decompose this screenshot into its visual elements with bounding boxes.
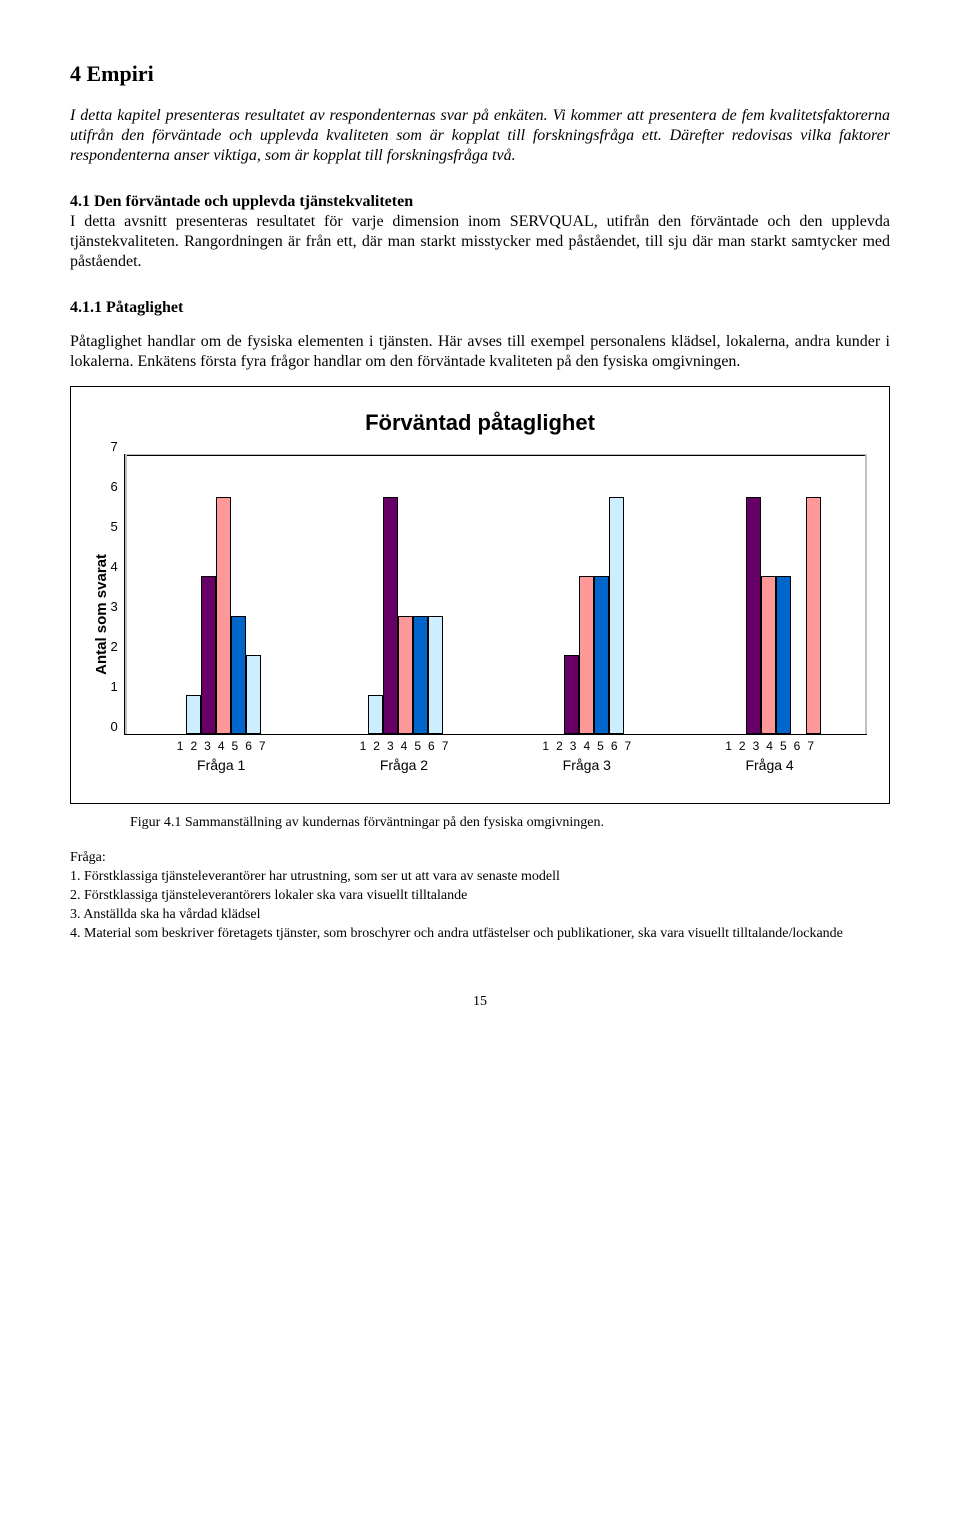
intro-paragraph: I detta kapitel presenteras resultatet a… bbox=[70, 106, 890, 166]
questions-label: Fråga: bbox=[70, 849, 890, 868]
bar bbox=[609, 497, 624, 734]
x-tick: 5 bbox=[232, 739, 239, 754]
bar bbox=[579, 576, 594, 734]
x-group: 1234567 Fråga 4 bbox=[678, 739, 861, 775]
x-tick: 5 bbox=[780, 739, 787, 754]
x-group-label: Fråga 2 bbox=[313, 757, 496, 775]
bar bbox=[746, 497, 761, 734]
x-tick: 2 bbox=[556, 739, 563, 754]
bar-group bbox=[496, 497, 678, 734]
x-group-label: Fråga 4 bbox=[678, 757, 861, 775]
chart-area: Antal som svarat 76543210 1234567Fråga 1… bbox=[93, 454, 867, 775]
bar-group bbox=[133, 497, 315, 734]
page-number: 15 bbox=[70, 993, 890, 1011]
x-tick: 1 bbox=[542, 739, 549, 754]
section-41-body: I detta avsnitt presenteras resultatet f… bbox=[70, 213, 890, 270]
x-tick-row: 1234567 bbox=[678, 739, 861, 754]
x-tick: 7 bbox=[807, 739, 814, 754]
x-group-label: Fråga 1 bbox=[130, 757, 313, 775]
bar bbox=[564, 655, 579, 734]
x-tick: 5 bbox=[414, 739, 421, 754]
x-tick: 4 bbox=[766, 739, 773, 754]
x-tick: 7 bbox=[625, 739, 632, 754]
x-tick: 2 bbox=[190, 739, 197, 754]
bar bbox=[186, 695, 201, 734]
x-tick: 7 bbox=[442, 739, 449, 754]
y-axis-label: Antal som svarat bbox=[93, 554, 112, 675]
bar bbox=[428, 616, 443, 734]
x-group: 1234567 Fråga 1 bbox=[130, 739, 313, 775]
bar bbox=[776, 576, 791, 734]
questions-block: Fråga: 1. Förstklassiga tjänsteleverantö… bbox=[70, 849, 890, 943]
x-tick: 3 bbox=[204, 739, 211, 754]
x-tick-row: 1234567 bbox=[495, 739, 678, 754]
x-tick-row: 1234567 bbox=[313, 739, 496, 754]
x-tick: 4 bbox=[218, 739, 225, 754]
x-tick: 3 bbox=[753, 739, 760, 754]
x-tick: 6 bbox=[245, 739, 252, 754]
question-item: 4. Material som beskriver företagets tjä… bbox=[70, 925, 890, 944]
x-tick: 6 bbox=[794, 739, 801, 754]
section-411-title: 4.1.1 Påtaglighet bbox=[70, 298, 890, 318]
question-item: 2. Förstklassiga tjänsteleverantörers lo… bbox=[70, 887, 890, 906]
x-tick: 6 bbox=[428, 739, 435, 754]
bar bbox=[368, 695, 383, 734]
section-411-body: Påtaglighet handlar om de fysiska elemen… bbox=[70, 332, 890, 372]
bar bbox=[398, 616, 413, 734]
bar bbox=[231, 616, 246, 734]
figure-caption: Figur 4.1 Sammanställning av kundernas f… bbox=[130, 814, 890, 832]
section-41-title: 4.1 Den förväntade och upplevda tjänstek… bbox=[70, 193, 413, 210]
bar-group bbox=[677, 497, 859, 734]
x-tick: 7 bbox=[259, 739, 266, 754]
plot-wrap: 1234567Fråga 11234567Fråga 21234567Fråga… bbox=[124, 454, 867, 775]
x-tick: 4 bbox=[583, 739, 590, 754]
x-tick: 6 bbox=[611, 739, 618, 754]
question-item: 1. Förstklassiga tjänsteleverantörer har… bbox=[70, 868, 890, 887]
chart-container: Förväntad påtaglighet Antal som svarat 7… bbox=[70, 386, 890, 804]
bar bbox=[413, 616, 428, 734]
plot bbox=[124, 454, 867, 735]
plot-inner bbox=[127, 456, 865, 734]
bar bbox=[594, 576, 609, 734]
bar bbox=[806, 497, 821, 734]
x-tick: 2 bbox=[739, 739, 746, 754]
x-tick: 4 bbox=[401, 739, 408, 754]
chart-title: Förväntad påtaglighet bbox=[93, 409, 867, 437]
x-tick: 1 bbox=[360, 739, 367, 754]
x-tick: 2 bbox=[373, 739, 380, 754]
x-tick: 3 bbox=[387, 739, 394, 754]
bar bbox=[761, 576, 776, 734]
x-group-label: Fråga 3 bbox=[495, 757, 678, 775]
x-group: 1234567 Fråga 3 bbox=[495, 739, 678, 775]
x-tick: 5 bbox=[597, 739, 604, 754]
x-tick: 1 bbox=[177, 739, 184, 754]
bar-group bbox=[314, 497, 496, 734]
question-item: 3. Anställda ska ha vårdad klädsel bbox=[70, 906, 890, 925]
bar bbox=[216, 497, 231, 734]
bar bbox=[383, 497, 398, 734]
section-41: 4.1 Den förväntade och upplevda tjänstek… bbox=[70, 192, 890, 272]
x-tick-row: 1234567 bbox=[130, 739, 313, 754]
page-heading: 4 Empiri bbox=[70, 60, 890, 88]
x-tick: 3 bbox=[570, 739, 577, 754]
x-group: 1234567 Fråga 2 bbox=[313, 739, 496, 775]
bar bbox=[246, 655, 261, 734]
x-axis: 1234567Fråga 11234567Fråga 21234567Fråga… bbox=[124, 735, 867, 775]
x-tick: 1 bbox=[725, 739, 732, 754]
bar bbox=[201, 576, 216, 734]
